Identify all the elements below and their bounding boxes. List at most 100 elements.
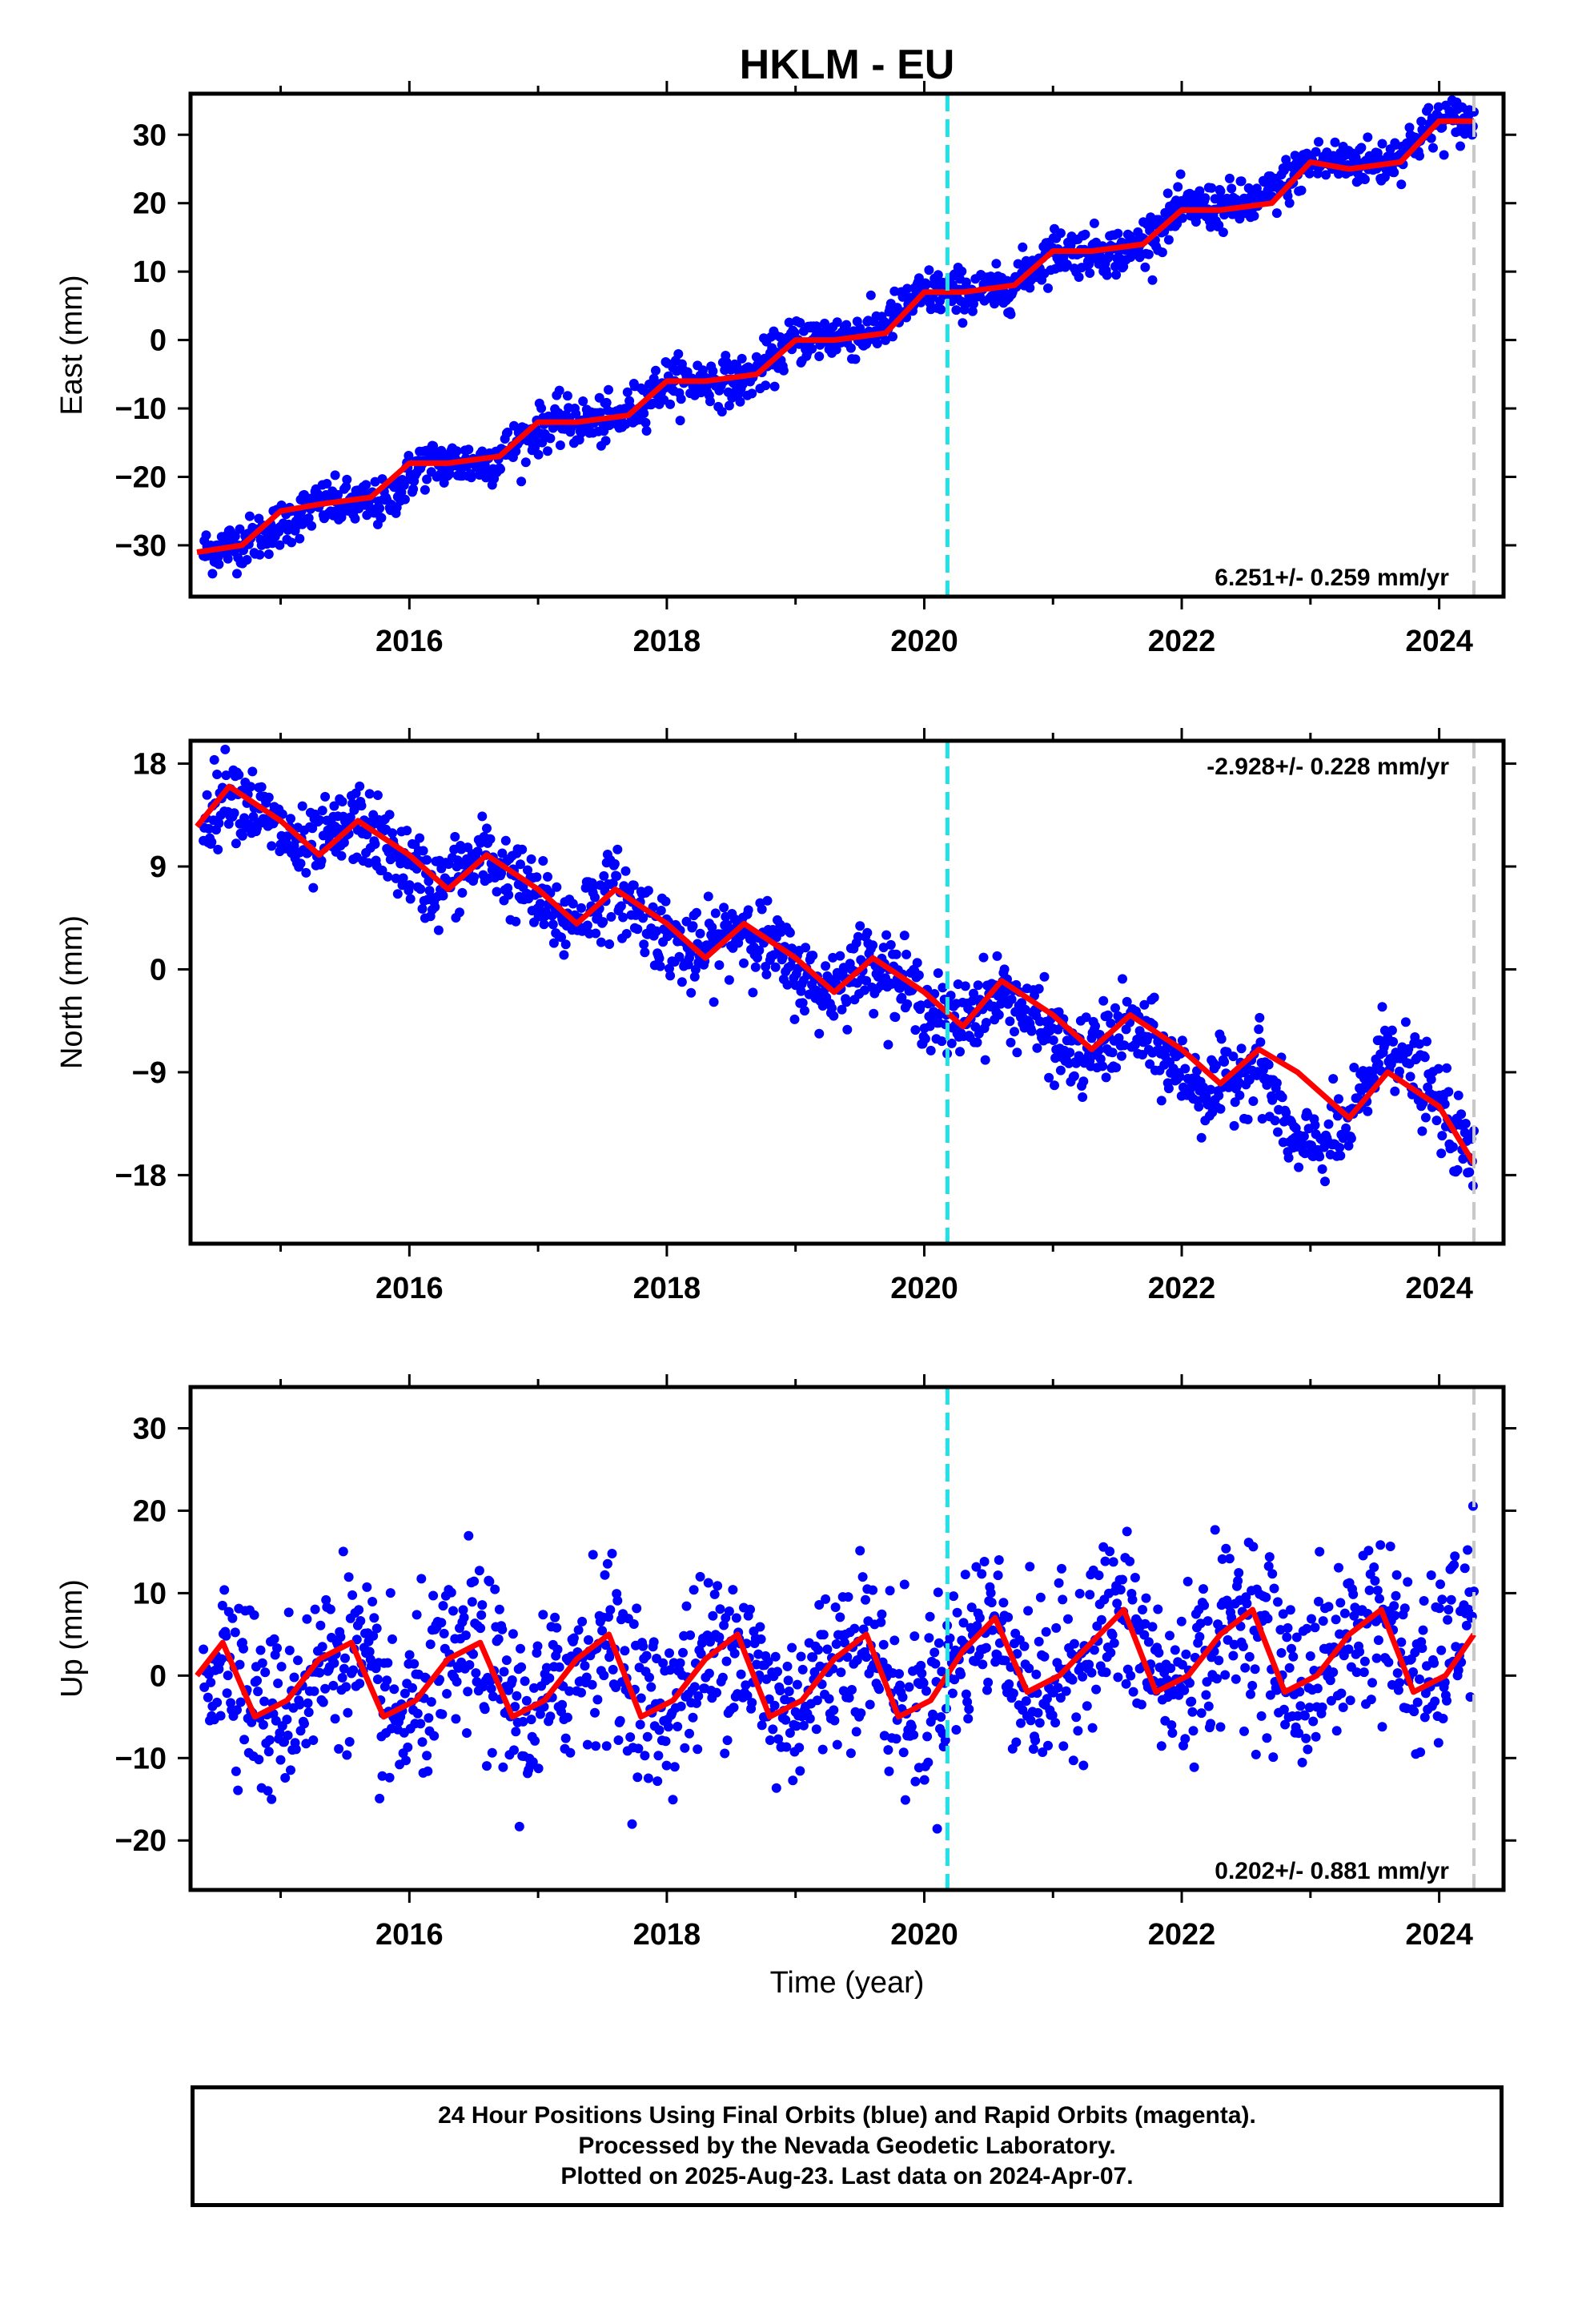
data-point — [1263, 1561, 1274, 1571]
data-point — [949, 1591, 958, 1602]
data-point — [845, 1748, 856, 1759]
data-point — [980, 1055, 990, 1065]
data-point — [291, 1744, 301, 1755]
data-point — [1348, 1589, 1359, 1599]
data-point — [685, 1728, 694, 1739]
data-point — [1426, 1570, 1436, 1580]
data-point — [1006, 309, 1016, 320]
data-point — [1214, 220, 1224, 231]
data-point — [991, 259, 1002, 269]
data-point — [814, 1028, 825, 1039]
data-point — [1373, 1635, 1383, 1646]
data-point — [795, 1766, 805, 1776]
data-point — [471, 1668, 481, 1679]
data-point — [1115, 1585, 1126, 1595]
data-point — [812, 1695, 822, 1706]
data-point — [958, 1618, 969, 1628]
data-point — [1331, 1726, 1342, 1736]
data-point — [235, 1697, 246, 1707]
data-point — [1006, 994, 1017, 1004]
data-point — [322, 479, 332, 489]
data-point — [1284, 1663, 1295, 1673]
data-point — [1196, 1708, 1207, 1719]
data-point — [1439, 150, 1449, 160]
data-point — [644, 1672, 654, 1683]
data-point — [755, 1622, 765, 1632]
data-point — [1283, 1152, 1294, 1163]
data-point — [890, 1012, 901, 1023]
data-point — [467, 1597, 477, 1607]
data-point — [798, 1720, 809, 1731]
data-point — [375, 1793, 385, 1803]
data-point — [1436, 1148, 1447, 1159]
data-point — [708, 1610, 718, 1621]
y-tick-label: 10 — [133, 255, 167, 289]
data-point — [1210, 1525, 1220, 1535]
data-point — [655, 961, 665, 971]
data-point — [1314, 1596, 1323, 1606]
data-point — [831, 344, 841, 355]
data-point — [477, 811, 488, 822]
data-point — [661, 1736, 671, 1747]
data-point — [1291, 1123, 1301, 1133]
data-point — [777, 952, 788, 963]
data-point — [1321, 170, 1331, 180]
data-point — [1166, 1663, 1176, 1674]
data-points-east — [199, 95, 1479, 579]
data-point — [1248, 1096, 1259, 1106]
data-point — [731, 360, 741, 370]
data-point — [1165, 1630, 1174, 1641]
data-point — [259, 1696, 270, 1707]
data-point — [398, 873, 408, 883]
data-point — [597, 1626, 608, 1636]
data-point — [1166, 1720, 1177, 1731]
data-point — [316, 855, 327, 866]
data-point — [348, 1665, 359, 1675]
data-point — [320, 1683, 331, 1694]
data-point — [982, 1685, 992, 1695]
data-point — [452, 1677, 462, 1687]
data-point — [719, 903, 729, 913]
data-point — [1224, 1554, 1235, 1564]
data-point — [1010, 1027, 1019, 1037]
data-point — [553, 408, 564, 418]
data-point — [477, 1600, 488, 1610]
data-point — [466, 472, 476, 483]
data-point — [330, 1714, 340, 1724]
data-point — [782, 979, 793, 990]
data-point — [958, 318, 968, 328]
data-point — [267, 841, 277, 851]
data-point — [307, 521, 317, 531]
data-point — [401, 1755, 411, 1766]
data-point — [900, 1795, 910, 1805]
data-point — [560, 939, 571, 950]
data-point — [1251, 183, 1262, 194]
y-tick-label: 20 — [133, 187, 167, 221]
data-point — [1307, 1614, 1316, 1624]
data-point — [309, 1686, 319, 1696]
data-point — [656, 906, 666, 915]
data-point — [910, 1776, 921, 1787]
data-point — [668, 1795, 678, 1805]
data-point — [511, 916, 521, 927]
data-point — [387, 1634, 397, 1644]
data-point — [707, 922, 717, 932]
data-point — [1084, 1659, 1094, 1670]
data-point — [217, 1600, 227, 1610]
data-point — [576, 903, 586, 913]
panel-frame — [188, 1385, 1506, 1892]
data-point — [424, 886, 435, 896]
data-point — [796, 986, 806, 996]
data-point — [945, 1633, 955, 1643]
data-point — [582, 920, 592, 931]
data-point — [1055, 1693, 1066, 1703]
x-tick-label: 2018 — [633, 1272, 701, 1305]
data-point — [1311, 147, 1321, 157]
data-point — [717, 407, 727, 417]
data-point — [260, 1667, 271, 1678]
data-point — [1339, 1608, 1350, 1618]
data-point — [1246, 1689, 1255, 1699]
data-point — [1399, 1603, 1410, 1614]
data-point — [595, 408, 605, 418]
data-point — [582, 1739, 592, 1750]
